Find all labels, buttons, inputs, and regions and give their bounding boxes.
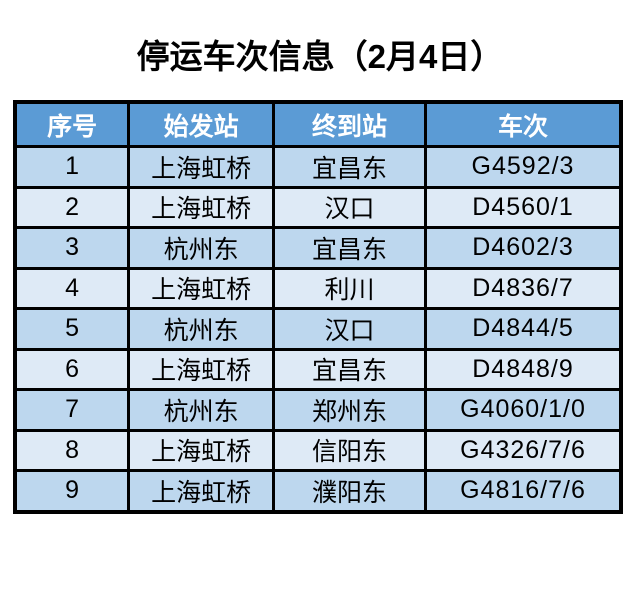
cell-origin: 上海虹桥 bbox=[127, 266, 276, 310]
cell-seq: 4 bbox=[13, 266, 131, 310]
col-header-seq: 序号 bbox=[13, 100, 131, 148]
cell-train: D4836/7 bbox=[424, 266, 623, 310]
cell-train: D4602/3 bbox=[424, 226, 623, 270]
suspended-trains-table: 序号 始发站 终到站 车次 1 上海虹桥 宜昌东 G4592/3 2 上海虹桥 … bbox=[13, 100, 623, 514]
cell-seq: 6 bbox=[13, 347, 131, 391]
cell-seq: 7 bbox=[13, 388, 131, 432]
table-row: 2 上海虹桥 汉口 D4560/1 bbox=[13, 185, 623, 229]
cell-train: G4816/7/6 bbox=[424, 469, 623, 513]
cell-origin: 上海虹桥 bbox=[127, 145, 276, 189]
table-row: 3 杭州东 宜昌东 D4602/3 bbox=[13, 226, 623, 270]
cell-origin: 杭州东 bbox=[127, 388, 276, 432]
cell-origin: 杭州东 bbox=[127, 307, 276, 351]
cell-train: D4844/5 bbox=[424, 307, 623, 351]
cell-destination: 利川 bbox=[272, 266, 428, 310]
cell-seq: 8 bbox=[13, 428, 131, 472]
cell-origin: 上海虹桥 bbox=[127, 428, 276, 472]
cell-seq: 9 bbox=[13, 469, 131, 513]
cell-train: G4326/7/6 bbox=[424, 428, 623, 472]
cell-origin: 上海虹桥 bbox=[127, 469, 276, 513]
cell-destination: 汉口 bbox=[272, 307, 428, 351]
table-row: 6 上海虹桥 宜昌东 D4848/9 bbox=[13, 347, 623, 391]
cell-train: G4060/1/0 bbox=[424, 388, 623, 432]
col-header-train: 车次 bbox=[424, 100, 623, 148]
cell-seq: 2 bbox=[13, 185, 131, 229]
table-header-row: 序号 始发站 终到站 车次 bbox=[13, 100, 623, 148]
cell-destination: 汉口 bbox=[272, 185, 428, 229]
table-row: 5 杭州东 汉口 D4844/5 bbox=[13, 307, 623, 351]
cell-origin: 上海虹桥 bbox=[127, 185, 276, 229]
cell-seq: 5 bbox=[13, 307, 131, 351]
cell-train: D4560/1 bbox=[424, 185, 623, 229]
cell-destination: 宜昌东 bbox=[272, 347, 428, 391]
table-row: 1 上海虹桥 宜昌东 G4592/3 bbox=[13, 145, 623, 189]
cell-destination: 宜昌东 bbox=[272, 145, 428, 189]
table-row: 8 上海虹桥 信阳东 G4326/7/6 bbox=[13, 428, 623, 472]
table-row: 4 上海虹桥 利川 D4836/7 bbox=[13, 266, 623, 310]
cell-destination: 濮阳东 bbox=[272, 469, 428, 513]
table-row: 7 杭州东 郑州东 G4060/1/0 bbox=[13, 388, 623, 432]
cell-origin: 上海虹桥 bbox=[127, 347, 276, 391]
cell-destination: 郑州东 bbox=[272, 388, 428, 432]
table-row: 9 上海虹桥 濮阳东 G4816/7/6 bbox=[13, 469, 623, 513]
cell-origin: 杭州东 bbox=[127, 226, 276, 270]
cell-destination: 信阳东 bbox=[272, 428, 428, 472]
col-header-origin: 始发站 bbox=[127, 100, 276, 148]
col-header-destination: 终到站 bbox=[272, 100, 428, 148]
cell-destination: 宜昌东 bbox=[272, 226, 428, 270]
cell-train: D4848/9 bbox=[424, 347, 623, 391]
page-title: 停运车次信息（2月4日） bbox=[136, 38, 504, 75]
cell-seq: 1 bbox=[13, 145, 131, 189]
cell-seq: 3 bbox=[13, 226, 131, 270]
cell-train: G4592/3 bbox=[424, 145, 623, 189]
